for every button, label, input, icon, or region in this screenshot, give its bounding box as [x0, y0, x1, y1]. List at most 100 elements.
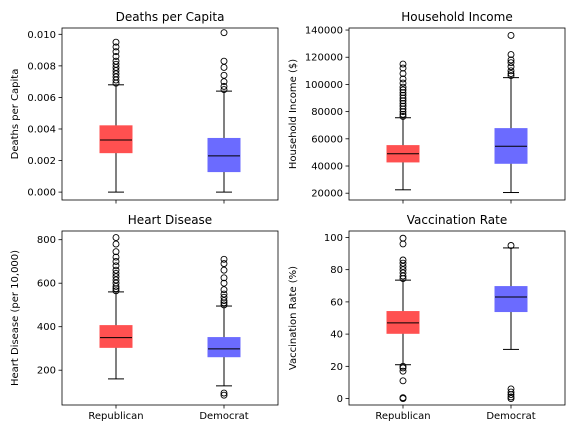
outlier-point: [399, 240, 407, 248]
outlier-point: [399, 83, 407, 91]
outlier-point: [507, 72, 515, 80]
box-democrat: [494, 32, 528, 194]
outlier-point: [507, 59, 515, 67]
box-democrat: [494, 242, 528, 403]
outlier-point: [507, 70, 515, 77]
ytick-label: 100000: [305, 80, 343, 91]
outlier-point: [220, 86, 228, 93]
outlier-point: [220, 391, 228, 399]
outlier-point: [112, 253, 120, 261]
subplot-3: 200 400 600 800 Republican Democrat Heart Dise…: [10, 213, 279, 422]
outlier-point: [112, 258, 120, 265]
outlier-point: [507, 56, 515, 64]
outlier-point: [507, 51, 515, 58]
outlier-point: [399, 377, 407, 385]
outlier-point: [112, 276, 120, 284]
outlier-point: [112, 287, 120, 295]
outlier-point: [220, 29, 228, 37]
outlier-point: [399, 60, 407, 68]
outlier-point: [112, 283, 120, 290]
outlier-point: [399, 112, 407, 120]
axes-frame: [348, 27, 566, 201]
outlier-point: [112, 266, 120, 274]
ytick-label: 100: [324, 233, 343, 244]
outlier-point: [507, 32, 515, 39]
subplot-2: 20000 40000 60000 80000 100000 120000 140000 Ho…: [288, 10, 566, 204]
subplot-1: 0.000 0.002 0.004 0.006 0.008 0.010 Deaths per…: [10, 10, 279, 204]
box-democrat: [207, 255, 241, 399]
ytick-label: 60000: [311, 134, 343, 145]
outlier-point: [399, 64, 407, 72]
outlier-point: [220, 82, 228, 90]
outlier-point: [220, 71, 228, 79]
outlier-point: [112, 38, 120, 46]
outlier-point: [220, 299, 228, 307]
outlier-point: [220, 266, 228, 274]
outlier-point: [220, 389, 228, 397]
box-democrat: [207, 29, 241, 193]
outlier-point: [220, 63, 228, 71]
y-axis-label: Vaccination Rate (%): [288, 266, 299, 370]
xtick-label: Republican: [375, 411, 430, 422]
outlier-point: [399, 70, 407, 77]
ytick-label: 200: [37, 366, 56, 377]
chart-title: Household Income: [401, 10, 512, 24]
iqr-box: [99, 125, 133, 154]
axes-frame: [348, 230, 566, 406]
ytick-label: 60: [330, 297, 343, 308]
outlier-point: [399, 110, 407, 118]
outlier-point: [399, 100, 407, 107]
outlier-point: [399, 86, 407, 94]
xtick-label: Democrat: [486, 411, 535, 422]
subplot-4: 0 20 40 60 80 100 Republican Democrat Vaccinatio…: [288, 213, 566, 422]
ytick-label: 140000: [305, 26, 343, 37]
ytick-label: 0.004: [27, 124, 56, 135]
outlier-point: [112, 273, 120, 281]
ytick-label: 40000: [311, 162, 343, 173]
outlier-point: [399, 394, 407, 402]
ytick-label: 80: [330, 265, 343, 276]
outlier-point: [112, 262, 120, 270]
box-republican: [99, 234, 133, 380]
y-axis-label: Deaths per Capita: [10, 69, 21, 160]
outlier-point: [507, 242, 515, 249]
outlier-point: [220, 279, 228, 287]
outlier-point: [399, 79, 407, 87]
xtick-label: Republican: [88, 411, 143, 422]
iqr-box: [494, 286, 528, 313]
y-axis-label: Household Income ($): [288, 59, 299, 169]
outlier-point: [507, 391, 515, 398]
outlier-point: [399, 97, 407, 105]
outlier-point: [112, 60, 120, 68]
ytick-label: 600: [37, 279, 56, 290]
ytick-label: 400: [37, 322, 56, 333]
outlier-point: [220, 286, 228, 294]
outlier-point: [112, 285, 120, 293]
outlier-point: [112, 234, 120, 241]
ytick-label: 0.008: [27, 61, 56, 72]
ytick-label: 20000: [311, 189, 343, 200]
outlier-point: [112, 240, 120, 248]
outlier-point: [399, 259, 407, 267]
ytick-label: 800: [37, 235, 56, 246]
chart-title: Vaccination Rate: [407, 213, 507, 227]
ytick-label: 0.002: [27, 156, 56, 167]
outlier-point: [399, 105, 407, 113]
ytick-label: 20: [330, 362, 343, 373]
outlier-point: [220, 57, 228, 65]
axes-frame: [61, 27, 279, 201]
outlier-point: [220, 297, 228, 305]
outlier-point: [220, 260, 228, 268]
iqr-box: [207, 137, 241, 173]
xtick-label: Democrat: [199, 411, 248, 422]
ytick-label: 0.000: [27, 188, 56, 199]
ytick-label: 0.006: [27, 93, 56, 104]
outlier-point: [399, 367, 407, 375]
outlier-point: [220, 274, 228, 282]
chart-title: Deaths per Capita: [116, 10, 225, 24]
outlier-point: [399, 108, 407, 116]
outlier-point: [112, 269, 120, 277]
y-axis-label: Heart Disease (per 10,000): [10, 250, 21, 386]
outlier-point: [507, 63, 515, 71]
outlier-point: [399, 89, 407, 97]
